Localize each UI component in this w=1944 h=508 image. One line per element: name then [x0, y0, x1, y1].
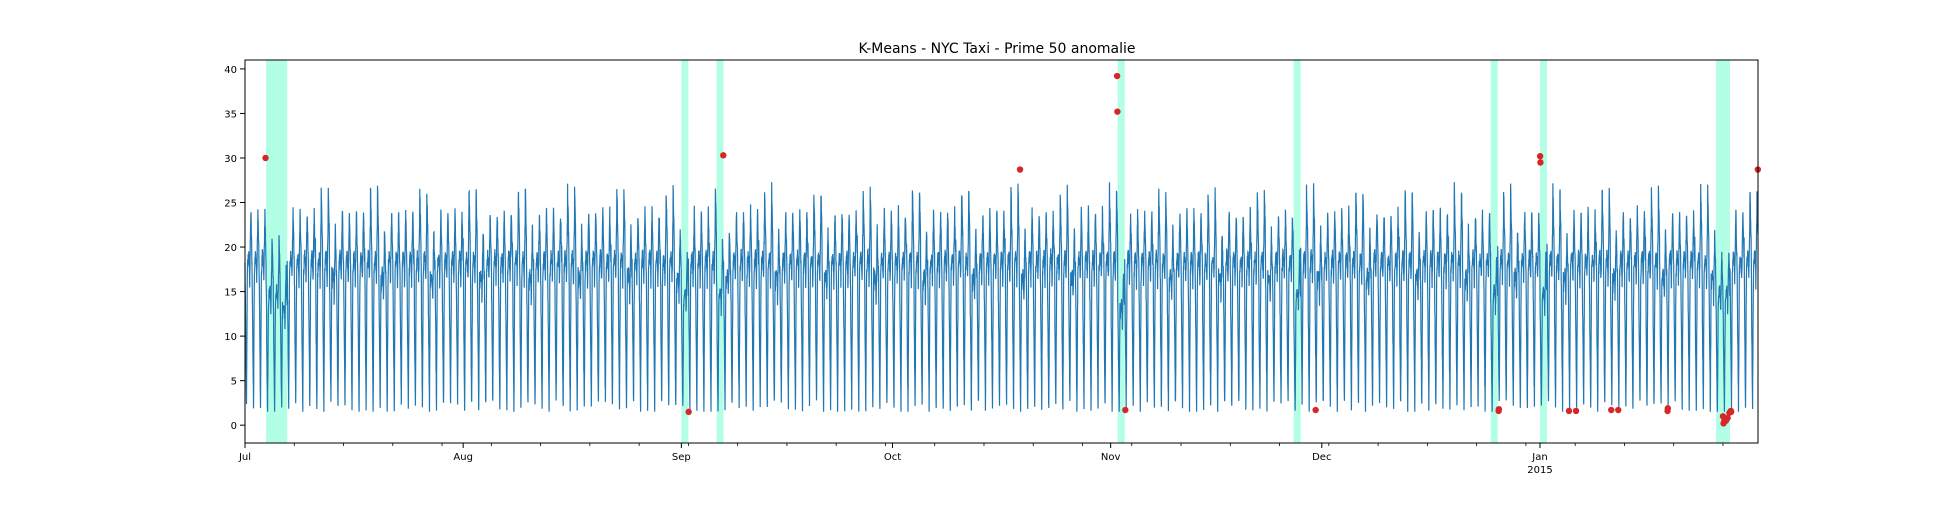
anomaly-point	[1312, 406, 1319, 414]
y-tick-label: 20	[224, 243, 237, 254]
x-tick-label: Dec	[1312, 452, 1331, 463]
highlight-region	[266, 60, 288, 443]
anomaly-point	[1565, 407, 1573, 415]
highlight-region	[716, 60, 724, 443]
anomaly-point	[262, 154, 269, 162]
x-tick-label: Aug	[453, 452, 473, 463]
highlight-region	[1490, 60, 1498, 443]
anomaly-point	[1114, 108, 1121, 115]
highlight-region	[1293, 60, 1301, 443]
anomaly-point	[1122, 406, 1129, 414]
highlight-region	[681, 60, 689, 443]
x-tick-label: Jan	[1531, 452, 1547, 463]
anomaly-point	[720, 152, 727, 159]
y-tick-label: 10	[224, 332, 237, 343]
x-tick-label: Jul	[238, 452, 251, 463]
x-tick-label: Sep	[672, 452, 691, 463]
highlight-region	[1117, 60, 1125, 443]
highlight-region	[1715, 60, 1730, 443]
y-tick-label: 5	[231, 377, 237, 388]
anomaly-point	[1113, 72, 1121, 80]
anomaly-point	[1664, 405, 1672, 412]
highlight-regions	[266, 60, 1730, 443]
x-tick-label: Oct	[884, 452, 901, 463]
anomaly-point	[1615, 406, 1622, 414]
series-line-group	[244, 182, 1759, 412]
plot-frame	[244, 59, 1759, 444]
x-axis: Jul Aug Sep Oct Nov Dec Jan 2015	[238, 443, 1724, 476]
y-tick-label: 15	[224, 288, 237, 299]
anomaly-point	[1537, 159, 1544, 166]
anomaly-point	[685, 408, 692, 416]
y-tick-label: 25	[224, 199, 237, 210]
x-tick-label: Nov	[1101, 452, 1121, 463]
anomaly-point	[1016, 166, 1024, 173]
anomaly-point	[1536, 152, 1544, 160]
anomaly-point	[1727, 408, 1735, 416]
anomaly-points	[262, 72, 1762, 427]
x-tick-sublabel: 2015	[1527, 465, 1552, 476]
anomaly-point	[1608, 406, 1615, 414]
chart-title: K-Means - NYC Taxi - Prime 50 anomalie	[858, 41, 1135, 57]
anomaly-point	[1724, 414, 1731, 422]
y-axis: 0 5 10 15 20 25 30 35 40	[224, 65, 245, 432]
y-tick-label: 35	[224, 109, 237, 120]
y-tick-label: 0	[231, 421, 237, 432]
series-line	[244, 182, 1759, 412]
highlight-region	[1539, 60, 1548, 443]
y-tick-label: 40	[224, 65, 237, 76]
y-tick-label: 30	[224, 154, 237, 165]
anomaly-point	[1572, 407, 1580, 415]
anomaly-point	[1495, 405, 1503, 413]
